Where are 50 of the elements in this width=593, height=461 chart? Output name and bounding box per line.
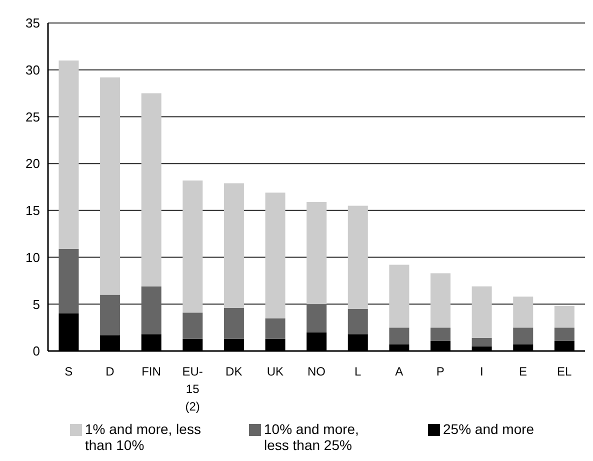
bar [141,93,162,286]
y-tick-label: 5 [32,296,40,312]
bar [58,248,79,314]
x-tick-label: D [106,364,115,379]
bar [141,286,162,334]
bar [430,273,451,328]
x-tick-label: P [436,364,444,379]
y-tick-label: 15 [26,203,40,218]
bar [265,192,286,318]
bar [224,308,244,339]
bar [182,312,203,339]
y-tick-label: 35 [26,16,40,31]
x-tick-label: DK [226,364,242,379]
y-tick-label: 25 [26,109,40,124]
legend-label: 1% and more, less than 10% [85,421,202,453]
x-tick-label: A [395,364,404,379]
bar [100,77,120,295]
bar [182,180,203,313]
bar [306,304,327,332]
x-tick-label: S [64,364,73,379]
x-tick-label: NO [308,364,326,379]
legend-label: 10% and more, less than 25% [264,421,360,453]
x-tick-label: EU-15 (2) [182,364,203,414]
legend-label: 25% and more [443,421,534,437]
x-tick-label: EL [557,364,572,379]
bar [306,202,327,304]
y-tick-label: 20 [26,156,40,172]
bar [100,294,120,336]
bar [513,296,534,328]
bar [348,206,368,309]
bar [58,60,79,249]
x-tick-label: L [354,364,362,379]
bar [472,286,492,338]
y-tick-label: 30 [26,62,40,78]
bar [430,328,451,341]
bar [389,264,410,328]
bar [265,318,286,339]
bar [513,328,534,344]
bar [472,338,492,346]
y-tick-label: 0 [32,344,40,359]
bar [224,183,244,308]
y-tick-label: 10 [26,250,40,265]
x-tick-label: I [480,364,484,379]
bar [389,328,410,344]
x-tick-label: UK [266,364,284,379]
bar [348,308,368,334]
bar [554,306,574,328]
x-tick-label: FIN [142,364,161,379]
bar [554,328,574,341]
x-tick-label: E [519,364,528,379]
